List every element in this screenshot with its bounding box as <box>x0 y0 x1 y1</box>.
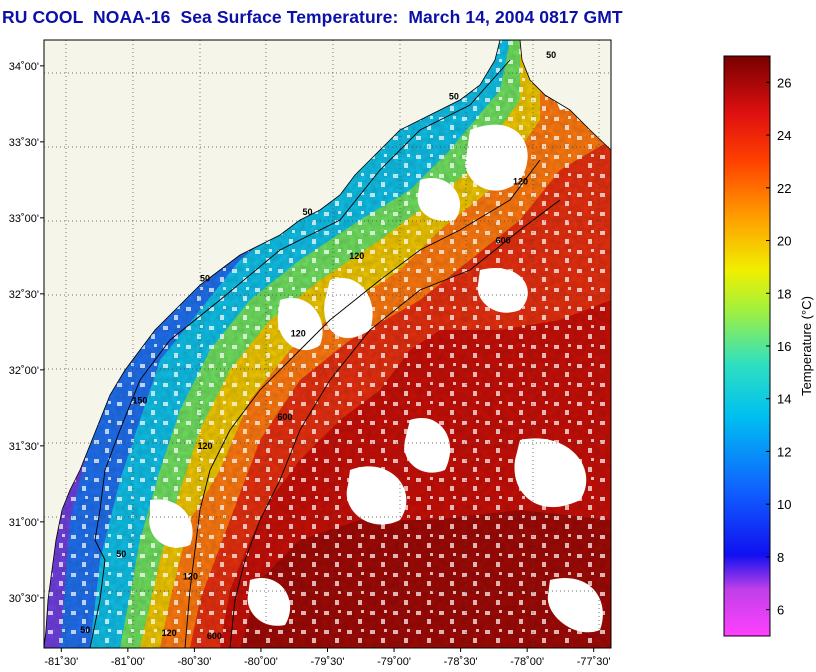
lon-tick-label: -80˚00' <box>244 656 278 668</box>
lon-tick-label: -81˚30' <box>44 656 78 668</box>
contour-label: 50 <box>449 91 459 101</box>
longitude-axis: -81˚30' -81˚00' -80˚30' -80˚00' -79˚30' -79˚0… <box>44 648 611 668</box>
land-northeast <box>519 40 611 151</box>
contour-label: 120 <box>183 572 198 582</box>
contour-label: 120 <box>291 328 306 338</box>
lon-tick-label: -80˚30' <box>177 656 211 668</box>
lat-tick-label: 33˚00' <box>9 213 39 225</box>
lat-tick-label: 31˚30' <box>9 441 39 453</box>
lat-tick-label: 32˚00' <box>9 365 39 377</box>
map-grid <box>44 40 611 648</box>
contour-label: 600 <box>277 412 292 422</box>
contour-label: 50 <box>303 207 313 217</box>
contour-label: 600 <box>207 631 222 641</box>
lon-tick-label: -78˚30' <box>444 656 478 668</box>
lat-tick-label: 34˚00' <box>9 61 39 73</box>
contour-label: 50 <box>546 50 556 60</box>
contour-label: 120 <box>513 176 528 186</box>
contour-label: 120 <box>162 628 177 638</box>
lat-tick-label: 31˚00' <box>9 517 39 529</box>
lon-tick-label: -79˚00' <box>377 656 411 668</box>
contour-label: 50 <box>116 549 126 559</box>
land <box>44 40 501 648</box>
lat-tick-label: 32˚30' <box>9 289 39 301</box>
contour-label: 50 <box>200 274 210 284</box>
lon-tick-label: -81˚00' <box>111 656 145 668</box>
contour-600 <box>229 199 561 648</box>
contour-50 <box>89 59 511 648</box>
lon-tick-label: -77˚30' <box>577 656 611 668</box>
contour-label: 150 <box>132 395 147 405</box>
latitude-axis: 34˚00' 33˚30' 33˚00' 32˚30' 32˚00' 31˚30' 31˚0… <box>9 61 44 605</box>
bathymetry-contours <box>89 59 561 648</box>
contour-label: 120 <box>349 251 364 261</box>
contour-label: 120 <box>198 441 213 451</box>
contour-label: 50 <box>80 625 90 635</box>
lon-tick-label: -79˚30' <box>311 656 345 668</box>
contour-120 <box>184 159 541 648</box>
contour-label: 600 <box>496 236 511 246</box>
page-title: RU COOL NOAA-16 Sea Surface Temperature:… <box>2 7 623 27</box>
lat-tick-label: 33˚30' <box>9 137 39 149</box>
lat-tick-label: 30˚30' <box>9 593 39 605</box>
contour-labels: 50 50 50 50 50 50 120 120 120 120 120 120 150 600 600 6… <box>80 50 556 641</box>
lon-tick-label: -78˚00' <box>510 656 544 668</box>
